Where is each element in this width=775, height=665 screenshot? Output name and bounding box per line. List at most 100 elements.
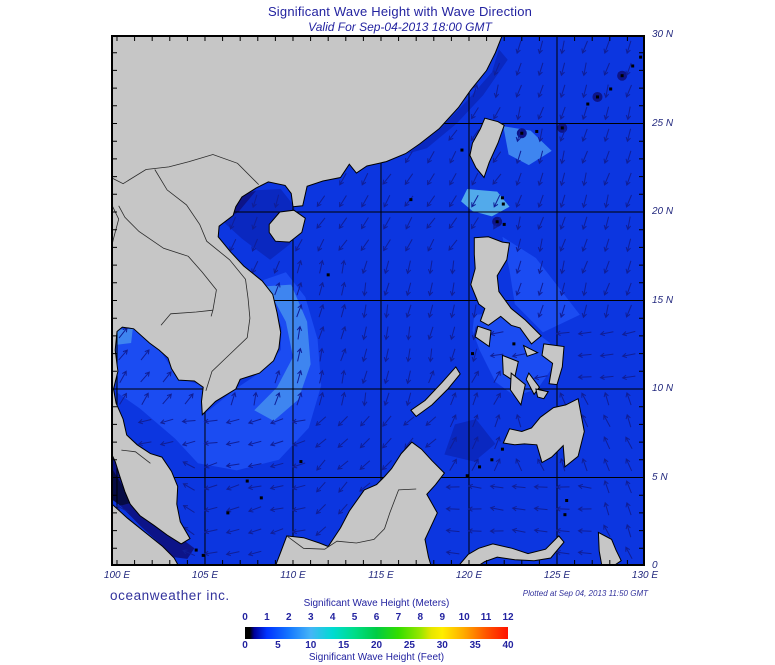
small-island <box>226 511 230 515</box>
land-mindoro <box>474 325 492 348</box>
small-island <box>471 352 475 356</box>
lon-label-110: 110 E <box>280 570 306 581</box>
sea-patch <box>503 126 552 166</box>
country-border <box>118 205 217 317</box>
valid-time-subtitle: Valid For Sep-04-2013 18:00 GMT <box>308 20 492 34</box>
sea-patch <box>113 272 322 471</box>
legend-tick-meters-6: 6 <box>373 612 380 623</box>
small-island <box>520 131 524 135</box>
legend-tick-meters-12: 12 <box>502 612 514 623</box>
land-mindanao <box>502 397 585 468</box>
small-island <box>501 202 505 206</box>
land-sulawesi <box>457 535 565 566</box>
legend-tick-feet-40: 40 <box>502 640 514 651</box>
legend-tick-meters-4: 4 <box>329 612 336 623</box>
sea-patch <box>115 328 133 345</box>
small-island <box>460 148 464 152</box>
lon-label-130: 130 E <box>631 570 659 581</box>
legend-tick-meters-10: 10 <box>458 612 470 623</box>
legend-title-meters: Significant Wave Height (Meters) <box>303 598 450 609</box>
small-island <box>490 458 494 462</box>
land-halmahera <box>597 531 622 566</box>
legend-tick-meters-2: 2 <box>286 612 292 623</box>
small-island <box>500 447 504 451</box>
small-island <box>595 95 599 99</box>
legend-tick-feet-10: 10 <box>305 640 317 651</box>
oceanweather-logo: oceanweather inc. <box>110 588 230 603</box>
legend-tick-feet-35: 35 <box>469 640 481 651</box>
legend-tick-feet-30: 30 <box>436 640 448 651</box>
land-luzon <box>470 236 542 345</box>
legend-tick-feet-15: 15 <box>338 640 350 651</box>
lon-label-105: 105 E <box>191 570 219 581</box>
small-island <box>326 273 330 277</box>
wave-height-map <box>111 35 645 566</box>
lat-label-20: 20 N <box>652 206 674 217</box>
small-island <box>512 342 516 346</box>
land-samar-leyte <box>541 343 565 386</box>
small-island <box>409 198 413 202</box>
legend-tick-meters-3: 3 <box>307 612 314 623</box>
legend-tick-feet-25: 25 <box>403 640 415 651</box>
small-island <box>535 129 539 133</box>
legend-tick-meters-0: 0 <box>242 612 248 623</box>
small-island <box>631 64 635 68</box>
small-island <box>194 548 198 552</box>
legend-tick-meters-9: 9 <box>439 612 446 623</box>
lat-label-5: 5 N <box>652 471 668 483</box>
small-island <box>299 460 303 464</box>
small-island <box>259 496 263 500</box>
land-masbate <box>522 344 539 357</box>
small-island <box>563 513 567 517</box>
sea-patch <box>461 189 510 217</box>
legend-tick-feet-5: 5 <box>275 640 281 651</box>
sea-patch <box>407 49 508 154</box>
land-sumatra <box>111 502 180 566</box>
small-island <box>502 222 506 226</box>
land-hainan <box>268 209 306 243</box>
lat-label-15: 15 N <box>652 294 674 306</box>
small-island <box>560 126 564 130</box>
country-border <box>286 488 417 550</box>
sea-patch <box>111 449 195 559</box>
small-island <box>500 196 504 200</box>
lon-label-125: 125 E <box>543 570 571 581</box>
small-island <box>586 102 590 106</box>
country-border <box>160 309 213 326</box>
chart-header: Significant Wave Height with Wave Direct… <box>130 4 670 34</box>
legend-tick-meters-8: 8 <box>417 612 424 623</box>
wave-height-colorbar <box>245 627 508 639</box>
land-palawan <box>410 366 461 418</box>
degree-ticks <box>112 36 644 565</box>
sea-patch <box>444 419 496 462</box>
small-island <box>201 553 205 557</box>
small-island <box>495 220 499 224</box>
wave-direction-arrows <box>116 40 636 559</box>
legend-tick-meters-1: 1 <box>264 612 270 623</box>
page-title: Significant Wave Height with Wave Direct… <box>267 4 533 19</box>
legend-tick-meters-7: 7 <box>395 612 402 623</box>
land-borneo <box>274 441 446 566</box>
plotted-timestamp: Plotted at Sep 04, 2013 11:50 GMT <box>522 589 648 598</box>
lat-label-30: 30 N <box>652 29 674 40</box>
small-island <box>609 87 613 91</box>
legend-tick-feet-0: 0 <box>242 640 248 651</box>
land-negros <box>509 372 526 407</box>
small-island <box>639 55 643 59</box>
lat-label-25: 25 N <box>652 117 674 129</box>
country-border <box>111 154 259 185</box>
land-taiwan <box>469 117 505 179</box>
country-border <box>154 169 251 391</box>
legend-title-feet: Significant Wave Height (Feet) <box>308 652 445 663</box>
land-asia-mainland <box>111 35 503 545</box>
small-island <box>565 499 569 503</box>
legend-tick-meters-11: 11 <box>480 612 492 623</box>
lat-label-10: 10 N <box>652 383 674 394</box>
legend-tick-meters-5: 5 <box>351 612 358 623</box>
land-bohol <box>535 388 550 400</box>
sea-patch <box>254 284 311 421</box>
lat-label-0: 0 <box>652 560 658 571</box>
lon-label-120: 120 E <box>455 570 483 581</box>
small-island <box>245 479 249 483</box>
